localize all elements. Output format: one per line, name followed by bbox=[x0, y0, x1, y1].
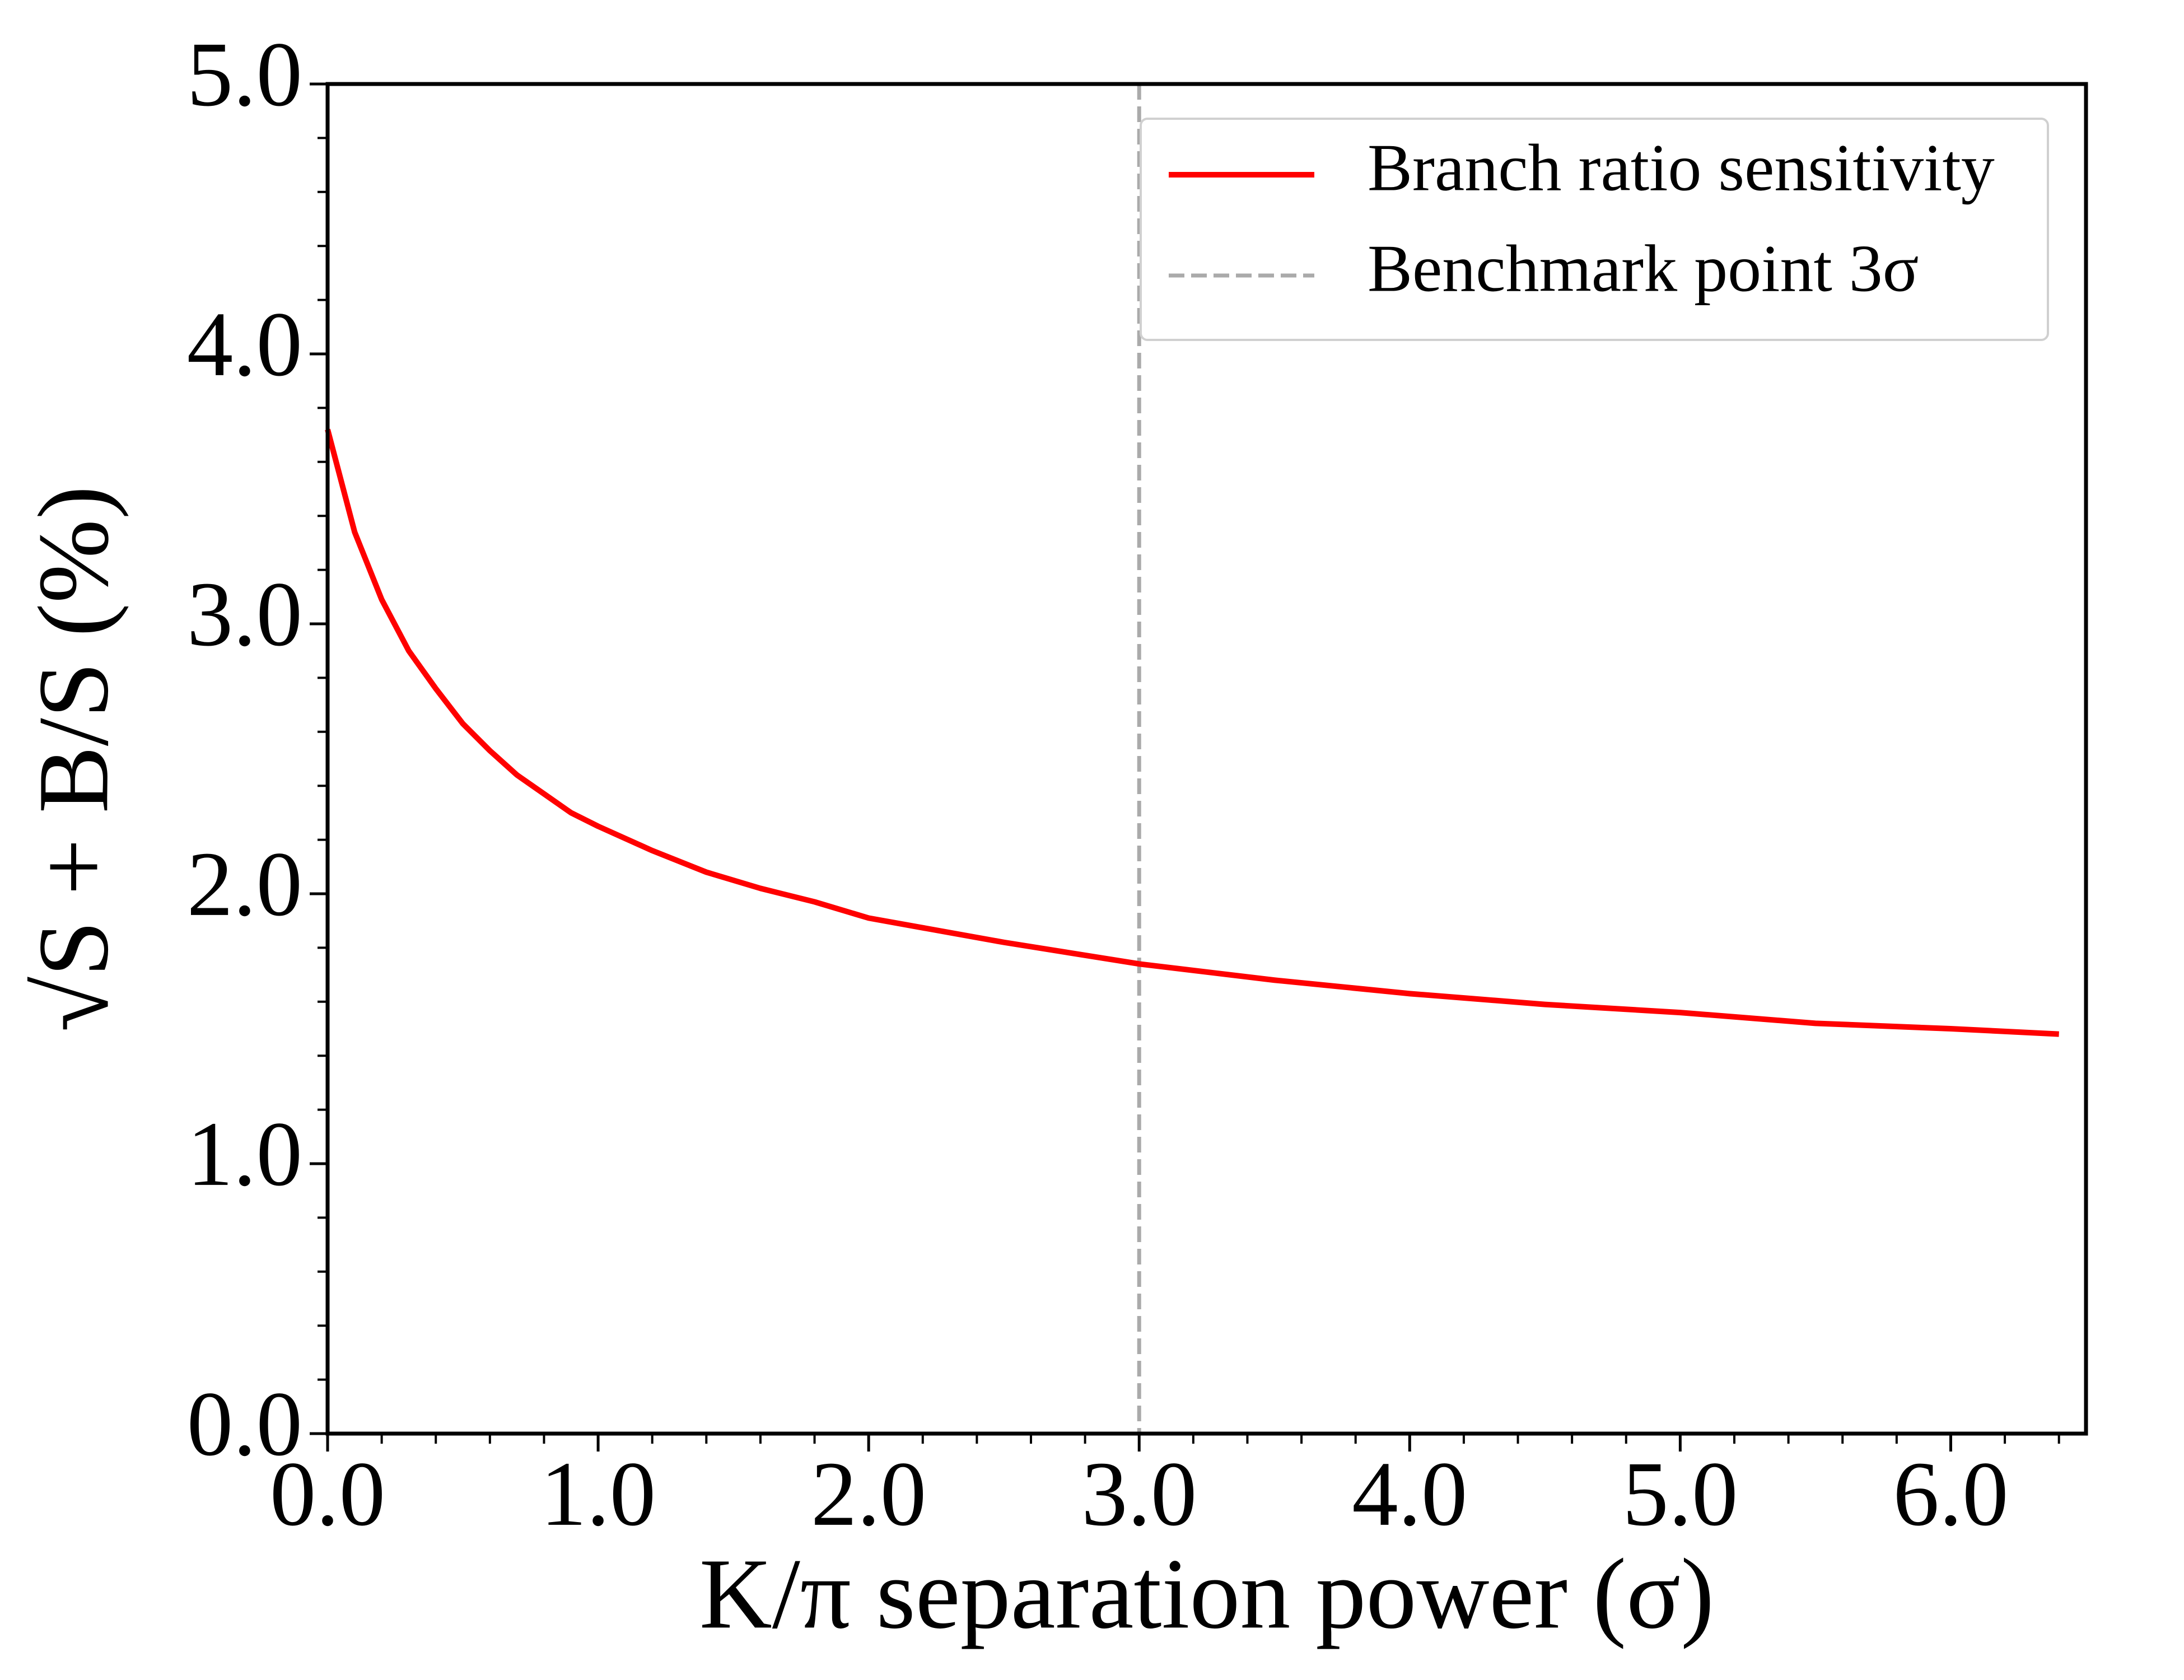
x-tick-label: 5.0 bbox=[1622, 1443, 1738, 1545]
y-tick-label: 2.0 bbox=[187, 833, 302, 935]
y-tick-label: 4.0 bbox=[187, 293, 302, 395]
legend-label: Branch ratio sensitivity bbox=[1368, 130, 1995, 205]
x-tick-label: 0.0 bbox=[270, 1443, 385, 1545]
x-tick-label: 3.0 bbox=[1081, 1443, 1197, 1545]
data-line bbox=[325, 428, 2059, 1037]
y-tick-label: 3.0 bbox=[187, 563, 302, 665]
y-axis-label: √S + B/S (%) bbox=[17, 486, 129, 1032]
x-tick-label: 1.0 bbox=[540, 1443, 656, 1545]
x-tick-label: 6.0 bbox=[1893, 1443, 2008, 1545]
y-tick-label: 5.0 bbox=[187, 23, 302, 125]
legend-label: Benchmark point 3σ bbox=[1368, 231, 1919, 306]
plot-frame bbox=[325, 82, 2088, 1436]
x-tick-label: 4.0 bbox=[1352, 1443, 1467, 1545]
y-tick-label: 1.0 bbox=[187, 1103, 302, 1205]
legend-box bbox=[1140, 118, 2049, 341]
x-tick-label: 2.0 bbox=[811, 1443, 926, 1545]
y-tick-label: 0.0 bbox=[187, 1373, 302, 1475]
x-axis-label: K/π separation power (σ) bbox=[699, 1538, 1714, 1649]
